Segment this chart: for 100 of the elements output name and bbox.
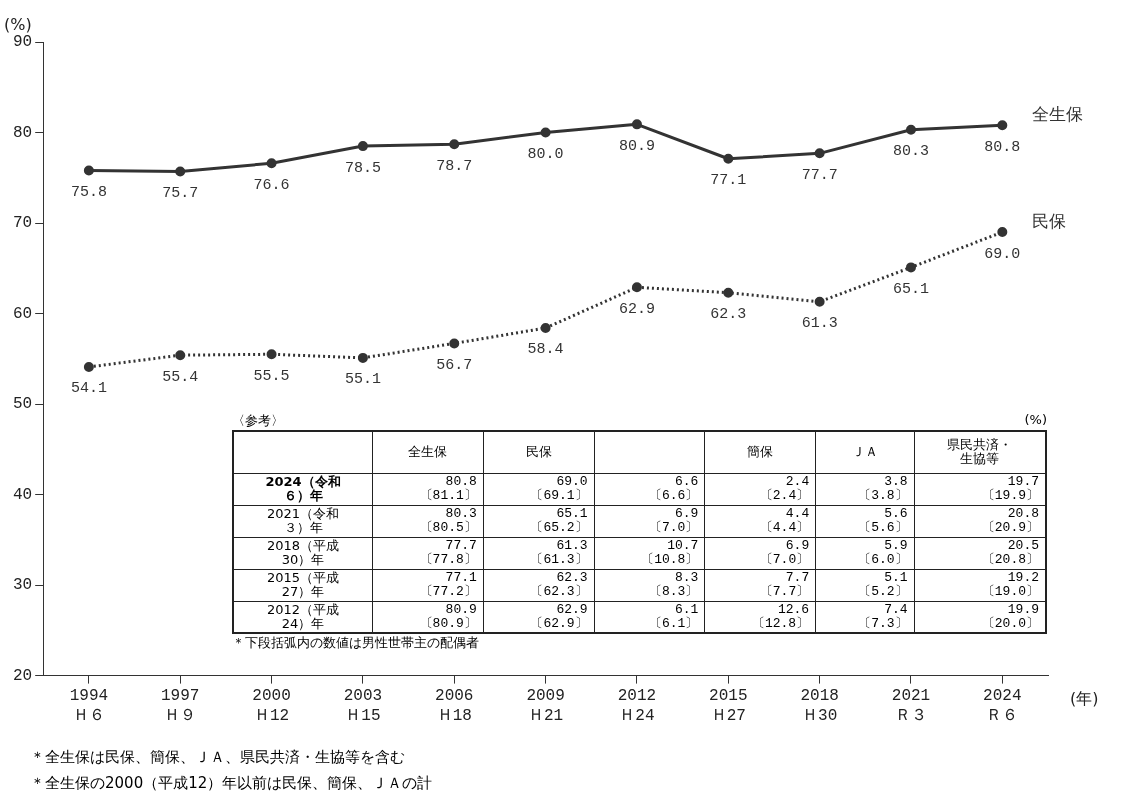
point <box>357 352 368 363</box>
text: 2015（平成27）年 <box>266 570 340 599</box>
point <box>905 262 916 273</box>
point <box>449 338 460 349</box>
text: 20.5 〔20.8〕 <box>981 538 1039 567</box>
text: 62.9 〔62.9〕 <box>530 601 588 631</box>
point <box>631 119 642 130</box>
text: ＊全生保は民保、簡保、ＪＡ、県民共済・生協等を含む <box>30 747 406 768</box>
data-label: 78.5 <box>344 159 381 177</box>
text: 2021（令和３）年 <box>266 506 340 535</box>
data-label: 80.8 <box>984 138 1021 156</box>
point <box>814 296 825 307</box>
data-label: 58.4 <box>527 341 564 359</box>
text: 6.6 〔6.6〕 <box>648 474 699 503</box>
y-tick-label: 40 <box>13 485 33 504</box>
y-tick-label: 80 <box>13 123 33 142</box>
point <box>723 287 734 298</box>
y-tick-label: 20 <box>13 666 33 685</box>
data-label: 76.6 <box>253 176 290 194</box>
text: 77.1 〔77.2〕 <box>419 570 477 599</box>
data-label: 55.5 <box>253 367 290 385</box>
data-label: 80.0 <box>527 145 564 163</box>
y-tick-label: 60 <box>13 304 33 323</box>
y-axis-title: (%) <box>4 15 32 35</box>
annotation: ＊下段括弧内の数値は男性世帯主の配偶者 <box>232 634 480 652</box>
y-tick-label: 50 <box>13 395 33 414</box>
text: 80.3 〔80.5〕 <box>419 506 477 535</box>
category-label: 全生保 <box>407 444 449 460</box>
text: 69.0 〔69.1〕 <box>530 474 588 503</box>
data-label: 55.1 <box>344 371 381 389</box>
data-label: 62.3 <box>710 306 747 324</box>
x-tick-label: 2009 Ｈ21 <box>526 687 565 725</box>
point <box>905 124 916 135</box>
x-tick-label: 1994 Ｈ６ <box>69 687 109 725</box>
point <box>175 166 186 177</box>
series-label: 民保 <box>1032 210 1067 231</box>
text: 77.7 〔77.8〕 <box>419 538 477 567</box>
category-label: 簡保 <box>746 444 775 460</box>
data-label: 61.3 <box>801 315 838 333</box>
point <box>83 165 94 176</box>
text: 2024（令和６）年 <box>265 474 341 503</box>
text: 80.8 〔81.1〕 <box>419 474 477 503</box>
category-label: 民保 <box>524 444 553 460</box>
y-tick-label: 90 <box>13 33 33 52</box>
text: 2012（平成24）年 <box>266 601 340 631</box>
text: 6.9 〔7.0〕 <box>759 538 810 567</box>
data-label: 77.1 <box>710 172 747 190</box>
data-label: 62.9 <box>618 300 655 318</box>
point <box>631 282 642 293</box>
data-label: 75.7 <box>162 184 199 202</box>
x-tick-label: 2018 Ｈ30 <box>800 687 839 725</box>
text: 6.1 〔6.1〕 <box>648 601 699 631</box>
text: 65.1 〔65.2〕 <box>530 506 588 535</box>
point <box>814 148 825 159</box>
text: 7.4 〔7.3〕 <box>858 601 908 631</box>
text: 80.9 〔80.9〕 <box>419 601 477 631</box>
x-tick-label: 2015 Ｈ27 <box>709 687 748 725</box>
point <box>540 323 551 334</box>
x-axis-title: (年) <box>1070 688 1099 708</box>
text: 3.8 〔3.8〕 <box>858 474 908 503</box>
data-label: 78.7 <box>436 157 473 175</box>
data-label: 55.4 <box>162 368 199 386</box>
x-tick-label: 2021 Ｒ３ <box>891 687 931 725</box>
text: 8.3 〔8.3〕 <box>648 570 699 599</box>
y-tick-label: 70 <box>13 214 33 233</box>
data-label: 65.1 <box>892 280 929 298</box>
text: 2018（平成30）年 <box>266 538 340 567</box>
category-label: ＪＡ <box>850 444 879 460</box>
point <box>83 361 94 372</box>
point <box>266 349 277 360</box>
point <box>997 227 1008 238</box>
x-tick-label: 2012 Ｈ24 <box>617 687 657 725</box>
text: 12.6 〔12.8〕 <box>751 601 810 631</box>
text: (%) <box>1024 412 1047 429</box>
text: 6.9 〔7.0〕 <box>648 506 699 535</box>
text: 2.4 〔2.4〕 <box>759 474 810 503</box>
x-tick-label: 2003 Ｈ15 <box>343 687 383 725</box>
point <box>997 120 1008 131</box>
data-label: 54.1 <box>70 380 107 398</box>
text: 19.9 〔20.0〕 <box>981 601 1039 631</box>
text: ＊全生保の2000（平成12）年以前は民保、簡保、ＪＡの計 <box>30 773 433 794</box>
text: 62.3 〔62.3〕 <box>530 570 588 599</box>
x-tick-label: 2006 Ｈ18 <box>435 687 474 725</box>
data-label: 69.0 <box>984 245 1021 263</box>
point <box>357 141 368 152</box>
text: 4.4 〔4.4〕 <box>759 506 810 535</box>
text: 5.1 〔5.2〕 <box>858 570 908 599</box>
point <box>175 350 186 361</box>
point <box>266 158 277 169</box>
point <box>449 139 460 150</box>
category-label: 県民共済・生協等 <box>946 437 1014 467</box>
data-label: 80.3 <box>892 143 929 161</box>
x-tick-label: 1997 Ｈ９ <box>161 687 200 725</box>
point <box>723 153 734 164</box>
text: 10.7 〔10.8〕 <box>641 538 699 567</box>
data-label: 77.7 <box>801 166 838 184</box>
data-label: 80.9 <box>618 137 655 155</box>
y-tick-label: 30 <box>13 576 33 595</box>
text: 19.7 〔19.9〕 <box>981 474 1039 503</box>
text: 19.2 〔19.0〕 <box>981 570 1039 599</box>
